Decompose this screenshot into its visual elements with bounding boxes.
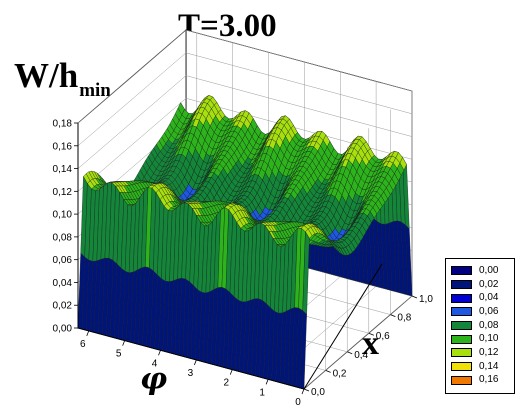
legend-entry: 0,12: [451, 346, 514, 360]
z-tick-label: 0,14: [53, 164, 73, 175]
legend-swatch: [451, 321, 472, 331]
phi-tick-label: 2: [223, 378, 229, 389]
x-tick-label: 0,0: [311, 387, 325, 398]
legend-label: 0,08: [479, 319, 499, 331]
legend-entry: 0,00: [451, 264, 514, 278]
phi-tick: [194, 359, 197, 366]
phi-tick: [265, 379, 269, 385]
legend-entry: 0,06: [451, 305, 514, 319]
x-axis-label: x: [362, 325, 379, 362]
x-tick-label: 0,2: [333, 368, 347, 379]
legend-label: 0,12: [479, 346, 499, 358]
z-gridline: [77, 29, 413, 124]
z-axis-label: W/hmin: [14, 56, 111, 101]
legend-swatch: [451, 375, 472, 385]
phi-tick-label: 4: [152, 358, 158, 369]
phi-axis-line: [77, 327, 305, 390]
phi-tick-label: 3: [188, 368, 194, 379]
phi-tick: [229, 369, 233, 375]
z-tick-label: 0,10: [53, 210, 73, 221]
z-gridline: [77, 75, 413, 169]
legend-entry: 0,02: [451, 278, 514, 292]
z-tick-label: 0,06: [53, 255, 73, 266]
z-axis-label-main: W/h: [14, 56, 79, 95]
x-tick-label: 0,6: [376, 331, 390, 342]
legend-label: 0,02: [479, 278, 499, 290]
z-tick-label: 0,00: [53, 324, 73, 335]
phi-tick-label: 0: [295, 397, 301, 408]
legend-entry: 0,16: [451, 374, 514, 388]
legend-entry: 0,10: [451, 332, 514, 346]
legend-swatch: [451, 293, 472, 303]
x-tick: [303, 388, 310, 392]
x-tick: [325, 370, 331, 373]
phi-tick-label: 5: [116, 349, 122, 360]
x-tick: [390, 314, 396, 317]
x-axis-line: [303, 263, 383, 390]
phi-tick-label: 6: [80, 339, 86, 350]
z-tick-label: 0,04: [53, 278, 73, 289]
z-tick-label: 0,16: [53, 141, 73, 152]
legend-swatch: [451, 307, 472, 317]
legend-swatch: [451, 280, 472, 290]
z-tick-label: 0,18: [53, 119, 73, 130]
z-gridline: [77, 98, 413, 192]
phi-tick: [158, 350, 161, 356]
x-tick: [411, 295, 418, 299]
legend-swatch: [451, 266, 472, 276]
z-tick-label: 0,12: [53, 187, 73, 198]
legend-entry: 0,08: [451, 319, 514, 333]
legend-label: 0,14: [479, 360, 499, 372]
z-gridline: [77, 52, 413, 146]
legend-label: 0,04: [479, 292, 499, 304]
legend-label: 0,00: [479, 264, 499, 276]
x-tick: [368, 332, 374, 336]
z-tick-label: 0,02: [53, 301, 73, 312]
legend: 0,00 0,02 0,04 0,06 0,08 0,10 0,12 0,14 0,16: [445, 258, 515, 394]
phi-tick-label: 1: [259, 387, 265, 398]
legend-entry: 0,14: [451, 360, 514, 374]
legend-swatch: [451, 348, 472, 358]
phi-tick: [86, 330, 90, 337]
phi-axis-label: φ: [140, 362, 168, 397]
phi-tick: [122, 340, 126, 346]
legend-label: 0,06: [479, 305, 499, 317]
legend-label: 0,16: [479, 374, 499, 386]
z-axis-label-subscript: min: [79, 80, 111, 101]
x-tick-label: 0,4: [354, 350, 368, 361]
legend-label: 0,10: [479, 333, 499, 345]
legend-swatch: [451, 334, 472, 344]
legend-swatch: [451, 362, 472, 372]
x-tick-label: 1,0: [419, 294, 433, 305]
phi-tick: [301, 388, 305, 395]
x-tick-label: 0,8: [397, 313, 411, 324]
x-tick: [347, 351, 353, 355]
z-tick-label: 0,08: [53, 232, 73, 243]
legend-entry: 0,04: [451, 291, 514, 305]
